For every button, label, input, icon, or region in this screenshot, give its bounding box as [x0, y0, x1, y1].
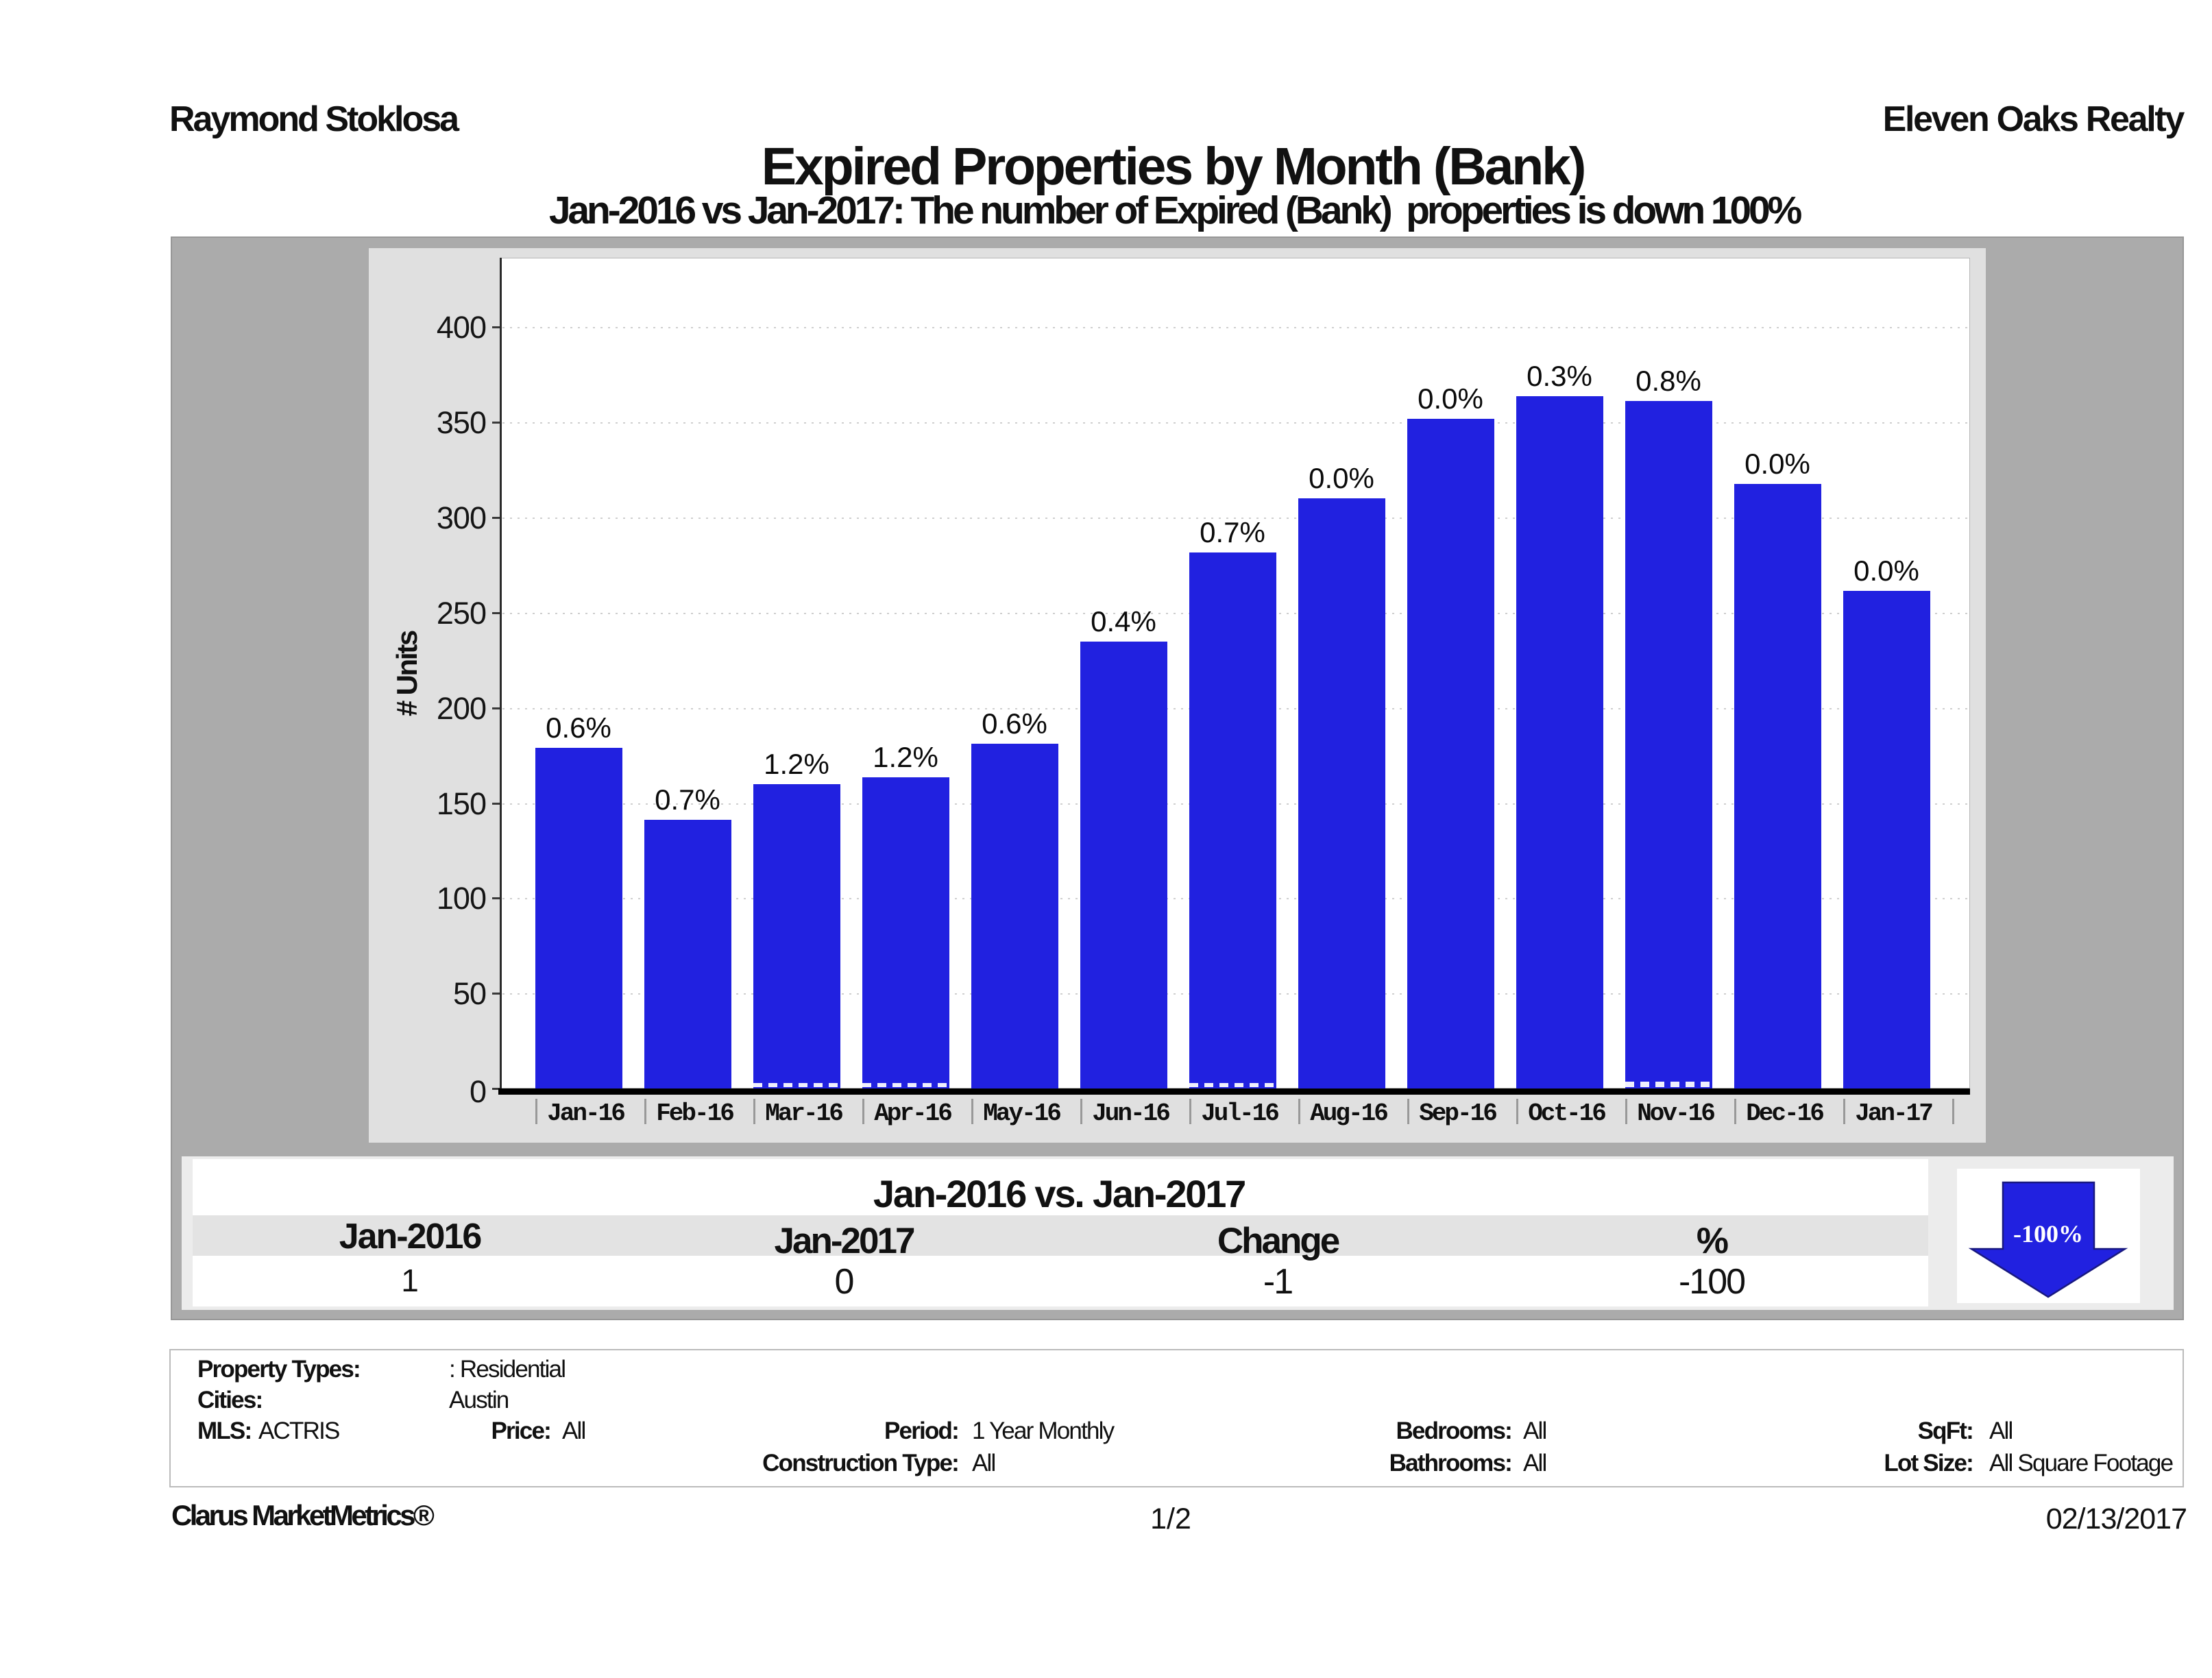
svg-text:-100%: -100%: [2013, 1220, 2083, 1248]
